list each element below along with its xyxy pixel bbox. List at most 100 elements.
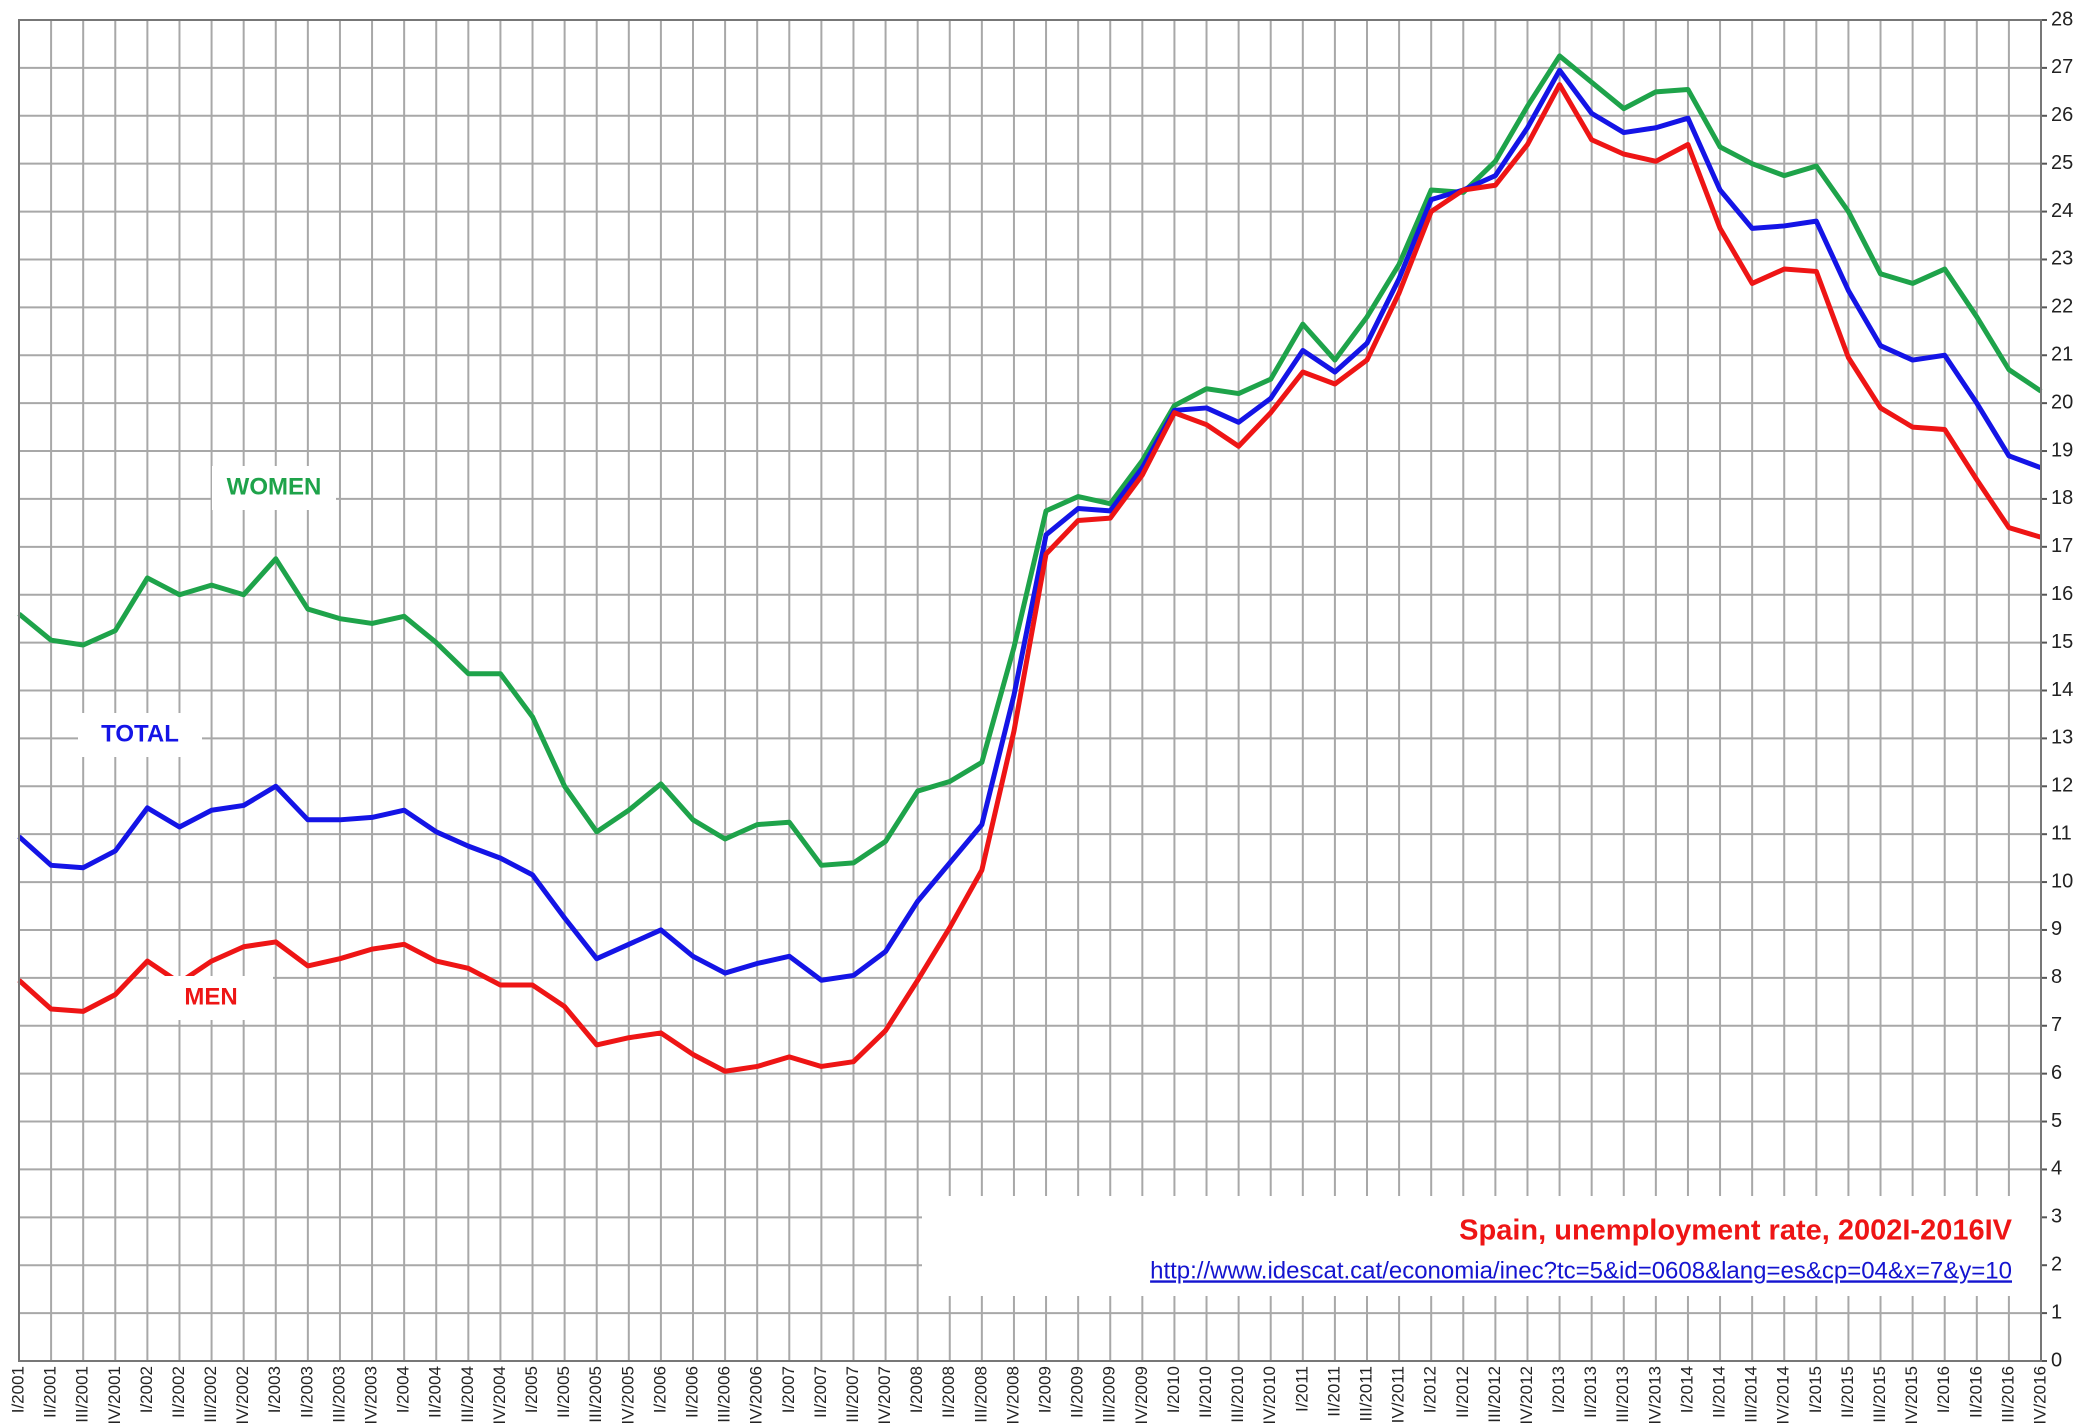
- x-tick-label: I/2003: [265, 1366, 284, 1413]
- x-tick-label: IV/2010: [1260, 1366, 1279, 1423]
- x-tick-label: IV/2012: [1517, 1366, 1536, 1423]
- x-tick-label: I/2010: [1164, 1366, 1183, 1413]
- y-tick-label: 25: [2051, 152, 2073, 174]
- x-tick-label: III/2006: [715, 1366, 734, 1423]
- x-tick-label: II/2009: [1068, 1366, 1087, 1418]
- series-label: WOMEN: [227, 473, 322, 500]
- y-tick-label: 7: [2051, 1014, 2062, 1036]
- x-tick-label: I/2002: [137, 1366, 156, 1413]
- x-tick-label: II/2010: [1196, 1366, 1215, 1418]
- y-tick-label: 24: [2051, 200, 2073, 222]
- y-tick-label: 2: [2051, 1253, 2062, 1275]
- x-tick-label: II/2007: [811, 1366, 830, 1418]
- series-line: [17, 82, 2042, 1074]
- y-tick-label: 3: [2051, 1206, 2062, 1228]
- x-tick-label: IV/2015: [1902, 1366, 1921, 1423]
- x-tick-label: III/2009: [1100, 1366, 1119, 1423]
- x-tick-label: III/2010: [1228, 1366, 1247, 1423]
- label-bg: [149, 976, 273, 1020]
- chart-title: Spain, unemployment rate, 2002I-2016IV: [1459, 1215, 2012, 1247]
- x-tick-label: II/2003: [297, 1366, 316, 1418]
- x-tick-label: III/2002: [201, 1366, 220, 1423]
- y-tick-label: 22: [2051, 296, 2073, 318]
- x-tick-label: II/2001: [41, 1366, 60, 1418]
- x-tick-label: II/2002: [169, 1366, 188, 1418]
- x-tick-label: III/2011: [1356, 1366, 1375, 1421]
- x-tick-label: IV/2011: [1389, 1366, 1408, 1423]
- x-tick-label: I/2006: [650, 1366, 669, 1413]
- x-tick-label: III/2007: [843, 1366, 862, 1423]
- x-tick-label: IV/2008: [1003, 1366, 1022, 1423]
- x-tick-label: I/2008: [907, 1366, 926, 1413]
- x-tick-label: III/2013: [1613, 1366, 1632, 1423]
- x-tick-label: I/2009: [1036, 1366, 1055, 1413]
- x-tick-label: I/2014: [1677, 1366, 1696, 1413]
- y-tick-label: 20: [2051, 391, 2073, 413]
- x-tick-label: IV/2006: [747, 1366, 766, 1423]
- series-line: [17, 67, 2042, 983]
- x-tick-label: II/2008: [939, 1366, 958, 1418]
- series-line: [17, 53, 2043, 868]
- y-tick-label: 4: [2051, 1158, 2062, 1180]
- y-tick-label: 12: [2051, 775, 2073, 797]
- y-tick-label: 27: [2051, 56, 2073, 78]
- x-tick-label: II/2011: [1324, 1366, 1343, 1417]
- x-tick-label: III/2004: [458, 1366, 477, 1423]
- x-tick-label: III/2014: [1742, 1366, 1761, 1423]
- grid: [18, 19, 2042, 1362]
- x-tick-label: I/2005: [522, 1366, 541, 1413]
- series-label: MEN: [184, 983, 237, 1010]
- plot: [17, 53, 2043, 1074]
- y-tick-label: 23: [2051, 248, 2073, 270]
- x-tick-label: III/2008: [971, 1366, 990, 1423]
- x-tick-label: III/2016: [1998, 1366, 2017, 1423]
- source-box: [922, 1196, 2041, 1296]
- x-tick-label: IV/2014: [1774, 1366, 1793, 1423]
- y-tick-label: 15: [2051, 631, 2073, 653]
- x-tick-label: I/2001: [8, 1366, 27, 1413]
- y-tick-label: 14: [2051, 679, 2073, 701]
- label-bg: [212, 466, 336, 510]
- x-tick-label: I/2004: [394, 1366, 413, 1413]
- x-tick-label: II/2006: [682, 1366, 701, 1418]
- x-tick-label: I/2016: [1934, 1366, 1953, 1413]
- x-tick-label: IV/2009: [1132, 1366, 1151, 1423]
- x-tick-label: I/2015: [1806, 1366, 1825, 1413]
- y-tick-label: 5: [2051, 1110, 2062, 1132]
- x-tick-label: III/2015: [1870, 1366, 1889, 1423]
- y-tick-label: 18: [2051, 487, 2073, 509]
- x-tick-label: I/2007: [779, 1366, 798, 1413]
- x-tick-label: IV/2007: [875, 1366, 894, 1423]
- x-tick-label: II/2005: [554, 1366, 573, 1418]
- x-tick-label: IV/2005: [618, 1366, 637, 1423]
- x-tick-label: I/2013: [1549, 1366, 1568, 1413]
- y-tick-label: 21: [2051, 344, 2073, 366]
- x-tick-label: IV/2004: [490, 1366, 509, 1423]
- y-tick-label: 26: [2051, 104, 2073, 126]
- y-tick-label: 28: [2051, 8, 2073, 30]
- x-tick-label: III/2001: [73, 1366, 92, 1423]
- source-link[interactable]: http://www.idescat.cat/economia/inec?tc=…: [1150, 1257, 2012, 1284]
- x-tick-label: III/2003: [329, 1366, 348, 1423]
- y-tick-label: 16: [2051, 583, 2073, 605]
- plot-border: [18, 19, 2042, 1362]
- x-tick-label: III/2005: [586, 1366, 605, 1423]
- series-label: TOTAL: [101, 720, 179, 747]
- x-tick-label: IV/2016: [2030, 1366, 2049, 1423]
- y-tick-label: 11: [2051, 822, 2072, 844]
- label-bg: [78, 713, 202, 757]
- y-tick-label: 10: [2051, 870, 2073, 892]
- y-tick-label: 1: [2051, 1301, 2062, 1323]
- y-tick-label: 0: [2051, 1349, 2062, 1371]
- y-tick-label: 6: [2051, 1062, 2062, 1084]
- x-tick-label: I/2012: [1421, 1366, 1440, 1413]
- x-tick-label: IV/2001: [105, 1366, 124, 1423]
- x-tick-label: IV/2003: [362, 1366, 381, 1423]
- y-tick-label: 13: [2051, 727, 2073, 749]
- x-tick-label: II/2013: [1581, 1366, 1600, 1418]
- x-tick-label: IV/2002: [233, 1366, 252, 1423]
- x-tick-label: II/2014: [1710, 1366, 1729, 1418]
- x-tick-label: II/2012: [1453, 1366, 1472, 1418]
